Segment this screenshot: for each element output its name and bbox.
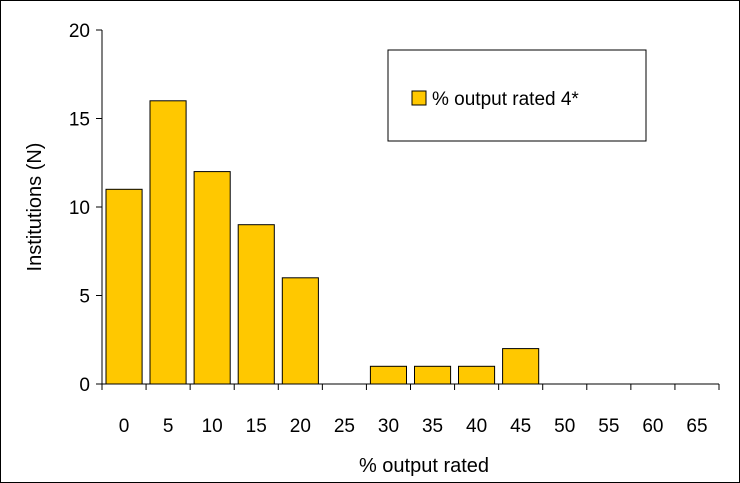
x-tick-label: 20 [290,416,311,437]
bar-40 [458,365,496,385]
x-axis-title: % output rated [359,455,489,477]
x-tick-label: 10 [202,416,223,437]
legend-box [387,49,647,142]
bar-15 [237,224,275,385]
x-tick-label: 40 [466,416,487,437]
bar-35 [414,365,452,385]
bar-30 [369,365,407,385]
x-tick-label: 50 [554,416,575,437]
y-ticks-group: 0 5 10 15 20 [69,21,102,396]
x-tick-label: 30 [378,416,399,437]
y-tick-label: 20 [69,21,90,42]
x-tick-label: 55 [598,416,619,437]
bars-group [105,100,540,385]
bar-45 [502,348,540,385]
x-tick-label: 65 [686,416,707,437]
y-tick-label: 10 [69,198,90,219]
x-tick-label: 60 [642,416,663,437]
x-tick-label: 25 [334,416,355,437]
y-tick-label: 15 [69,110,90,131]
x-ticks-group: 0 5 10 15 20 25 30 35 40 45 50 55 60 65 [101,384,720,437]
x-tick-label: 5 [163,416,174,437]
y-axis-title: Institutions (N) [24,143,46,272]
legend-swatch [411,90,427,106]
bar-0 [105,188,143,385]
x-tick-label: 35 [422,416,443,437]
y-tick-label: 0 [79,375,90,396]
x-tick-label: 45 [510,416,531,437]
x-tick-label: 15 [246,416,267,437]
x-tick-label: 0 [119,416,130,437]
legend: % output rated 4* [387,49,647,142]
bar-20 [281,277,319,385]
legend-label: % output rated 4* [432,89,579,110]
y-tick-label: 5 [79,287,90,308]
bar-5 [149,100,187,385]
bar-10 [193,171,231,385]
